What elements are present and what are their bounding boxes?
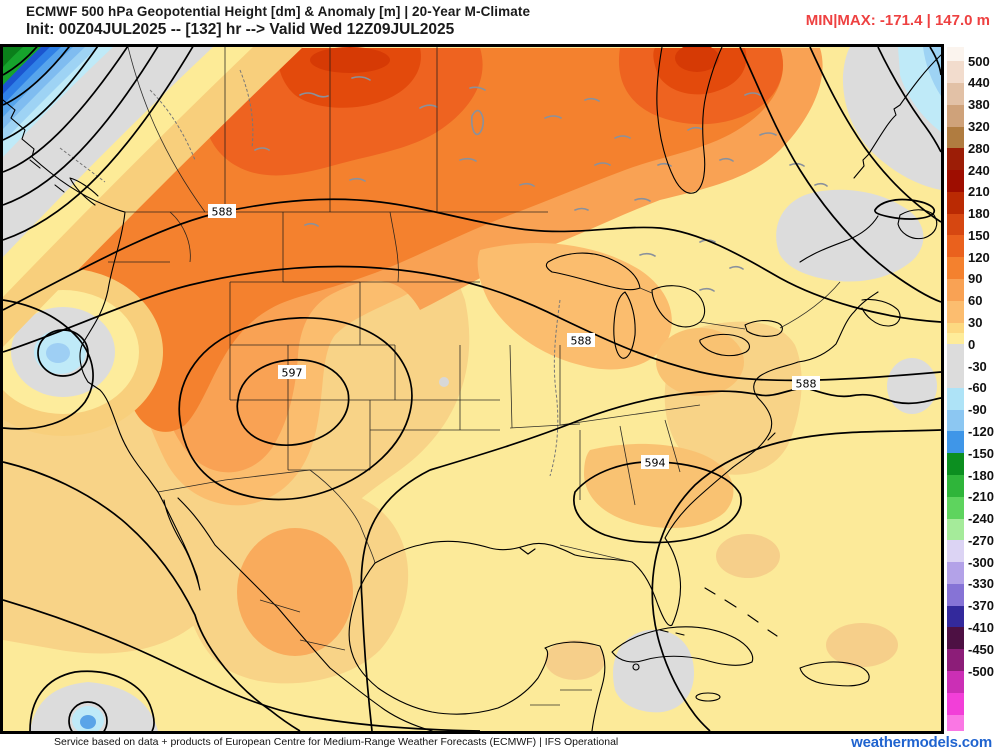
colorbar-segment — [947, 170, 964, 192]
svg-text:588: 588 — [796, 378, 817, 391]
colorbar-segment — [947, 300, 964, 323]
header: ECMWF 500 hPa Geopotential Height [dm] &… — [0, 0, 1000, 44]
weather-map: 588 597 588 594 588 — [3, 47, 941, 731]
colorbar-label: 0 — [968, 336, 976, 352]
colorbar-label: -410 — [968, 620, 995, 636]
colorbar-segment — [947, 104, 964, 127]
colorbar-label: -370 — [968, 598, 995, 614]
minmax-readout: MIN|MAX: -171.4 | 147.0 m — [805, 12, 990, 29]
contour-label-597: 597 — [278, 365, 306, 380]
colorbar-label: -120 — [968, 423, 995, 439]
colorbar-segment — [947, 627, 964, 650]
colorbar-segment — [947, 453, 964, 475]
coastline-layer — [3, 47, 941, 731]
colorbar-label: -210 — [968, 489, 995, 505]
colorbar-segment — [947, 562, 964, 584]
colorbar-segment — [947, 257, 964, 279]
colorbar-label: -300 — [968, 554, 995, 570]
colorbar-segment — [947, 148, 964, 171]
anomaly-colorbar: 500 440 380 320 280 240 210 180 150 120 90 60 30 0 -30… — [947, 47, 1000, 731]
colorbar-label: -500 — [968, 663, 995, 679]
colorbar-label: 60 — [968, 293, 983, 309]
contour-label-594: 594 — [641, 455, 669, 470]
colorbar-segment — [947, 333, 964, 345]
colorbar-label: 500 — [968, 53, 990, 69]
brand-logo[interactable]: weathermodels.com — [851, 734, 992, 751]
colorbar-label: 240 — [968, 162, 990, 178]
colorbar-segment — [947, 431, 964, 454]
colorbar-label: 210 — [968, 184, 990, 200]
colorbar-segment — [947, 82, 964, 105]
colorbar-label: 440 — [968, 75, 990, 91]
colorbar-label: -330 — [968, 576, 995, 592]
colorbar-segment — [947, 387, 964, 410]
colorbar-swatches — [947, 47, 964, 731]
colorbar-segment — [947, 213, 964, 236]
colorbar-segment — [947, 714, 964, 731]
colorbar-label: 30 — [968, 315, 983, 331]
contour-label-588-east: 588 — [792, 376, 820, 391]
colorbar-segment — [947, 649, 964, 672]
colorbar-label: 280 — [968, 140, 990, 156]
svg-text:594: 594 — [645, 457, 666, 470]
colorbar-segment — [947, 61, 964, 83]
colorbar-label: -240 — [968, 511, 995, 527]
colorbar-segment — [947, 344, 964, 388]
colorbar-segment — [947, 126, 964, 149]
colorbar-label: -30 — [968, 358, 987, 374]
colorbar-segment — [947, 583, 964, 606]
colorbar-segment — [947, 235, 964, 258]
colorbar-segment — [947, 496, 964, 519]
colorbar-label: 180 — [968, 206, 990, 222]
colorbar-segment — [947, 191, 964, 214]
colorbar-label: 320 — [968, 119, 990, 134]
colorbar-segment — [947, 671, 964, 693]
colorbar-segment — [947, 278, 964, 301]
colorbar-label: 120 — [968, 249, 990, 265]
colorbar-label: -450 — [968, 641, 995, 657]
attribution-text: Service based on data + products of Euro… — [54, 736, 619, 748]
colorbar-segment — [947, 605, 964, 628]
svg-text:588: 588 — [212, 206, 233, 219]
colorbar-label: 150 — [968, 227, 990, 243]
colorbar-segment — [947, 322, 964, 334]
map-frame: 588 597 588 594 588 — [0, 44, 944, 734]
colorbar-label: 380 — [968, 97, 990, 113]
colorbar-label: -90 — [968, 402, 987, 418]
contour-label-588-mid: 588 — [567, 333, 595, 348]
colorbar-segment — [947, 409, 964, 432]
colorbar-label: -150 — [968, 445, 995, 461]
colorbar-segment — [947, 518, 964, 541]
footer: Service based on data + products of Euro… — [0, 734, 1000, 751]
colorbar-tick-labels: 500 440 380 320 280 240 210 180 150 120 90 60 30 0 -30… — [968, 47, 1000, 731]
colorbar-label: -180 — [968, 467, 995, 483]
colorbar-segment — [947, 475, 964, 497]
contour-labels: 588 597 588 594 588 — [208, 204, 820, 470]
chart-init-valid: Init: 00Z04JUL2025 -- [132] hr --> Valid… — [26, 21, 455, 38]
contour-label-588-nw: 588 — [208, 204, 236, 219]
colorbar-label: 90 — [968, 271, 983, 287]
colorbar-label: -60 — [968, 380, 987, 396]
colorbar-segment — [947, 540, 964, 563]
chart-title: ECMWF 500 hPa Geopotential Height [dm] &… — [26, 4, 531, 19]
svg-text:588: 588 — [571, 335, 592, 348]
colorbar-segment — [947, 47, 964, 62]
svg-text:597: 597 — [282, 367, 303, 380]
colorbar-segment — [947, 692, 964, 715]
colorbar-label: -270 — [968, 532, 995, 548]
